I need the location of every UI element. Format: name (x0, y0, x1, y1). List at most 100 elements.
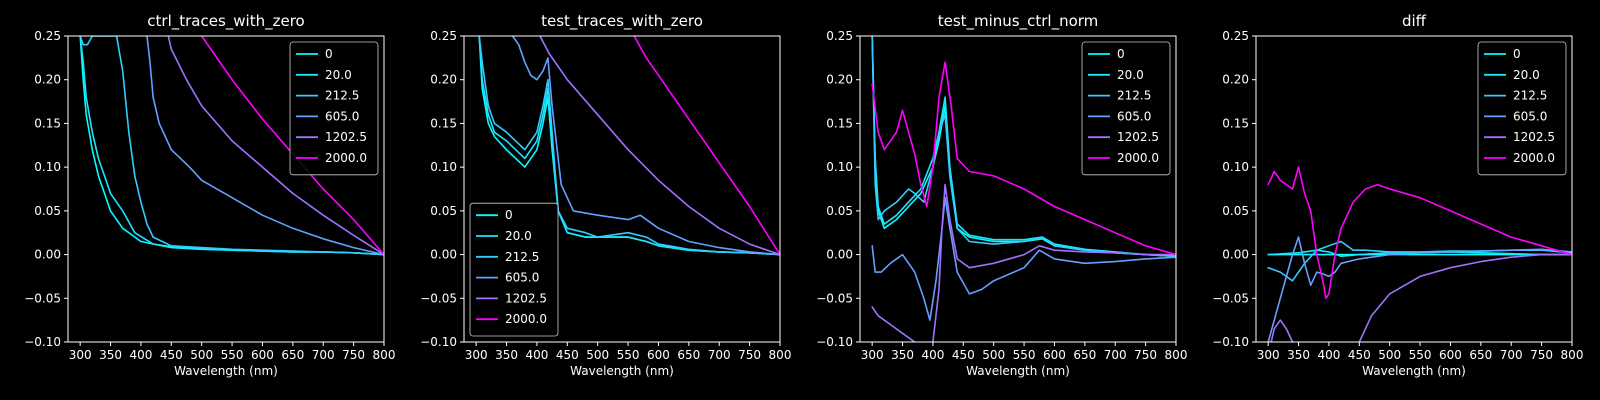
y-tick-label: 0.10 (1222, 160, 1249, 174)
x-tick-label: 450 (952, 348, 975, 362)
x-tick-label: 600 (251, 348, 274, 362)
x-tick-label: 450 (160, 348, 183, 362)
plot-area (79, 36, 384, 256)
legend-label: 605.0 (325, 109, 359, 123)
y-tick-label: −0.05 (420, 291, 457, 305)
legend-label: 0 (505, 208, 513, 222)
y-tick-label: 0.15 (430, 116, 457, 130)
x-axis-label: Wavelength (nm) (966, 364, 1070, 378)
y-tick-label: 0.25 (1222, 29, 1249, 43)
y-tick-label: 0.00 (826, 248, 853, 262)
y-tick-label: −0.10 (420, 335, 457, 349)
legend-label: 605.0 (505, 271, 539, 285)
y-tick-label: 0.20 (1222, 73, 1249, 87)
x-tick-label: 400 (1317, 348, 1340, 362)
x-tick-label: 550 (1013, 348, 1036, 362)
x-tick-label: 550 (221, 348, 244, 362)
axes-frame (67, 35, 385, 343)
legend-label: 1202.5 (1117, 130, 1159, 144)
x-tick-label: 350 (891, 348, 914, 362)
y-tick-label: 0.00 (1222, 248, 1249, 262)
x-tick-label: 350 (1287, 348, 1310, 362)
x-tick-label: 650 (1073, 348, 1096, 362)
legend-label: 0 (325, 47, 333, 61)
x-tick-label: 600 (1439, 348, 1462, 362)
y-tick-label: −0.05 (24, 291, 61, 305)
chart-panel-1: ctrl_traces_with_zero 300 350 400 450 500 550 6… (24, 12, 395, 378)
series-line-212.5 (871, 36, 1176, 258)
x-tick-label: 700 (1500, 348, 1523, 362)
legend-label: 2000.0 (1117, 151, 1159, 165)
y-tick-label: 0.00 (34, 248, 61, 262)
y-tick-label: −0.05 (816, 291, 853, 305)
y-tick-label: 0.25 (34, 29, 61, 43)
plot-area (871, 36, 1176, 342)
plot-area (1267, 166, 1572, 342)
chart-title: ctrl_traces_with_zero (147, 12, 304, 31)
chart-panel-2: test_traces_with_zero 300 350 400 450 500 550 6… (420, 12, 791, 378)
series-line-2000.0 (200, 36, 384, 256)
series-line-2000.0 (633, 36, 780, 256)
series-line-1202.5 (167, 36, 384, 256)
x-tick-label: 400 (525, 348, 548, 362)
x-tick-label: 750 (342, 348, 365, 362)
x-tick-label: 650 (677, 348, 700, 362)
y-tick-label: 0.25 (430, 29, 457, 43)
series-line-605.0 (511, 36, 780, 256)
y-tick-label: 0.20 (826, 73, 853, 87)
x-tick-label: 300 (1257, 348, 1280, 362)
y-tick-label: 0.20 (34, 73, 61, 87)
y-tick-label: 0.05 (34, 204, 61, 218)
x-tick-label: 350 (99, 348, 122, 362)
y-tick-label: 0.15 (34, 116, 61, 130)
axes-frame (859, 35, 1177, 343)
legend-label: 20.0 (505, 229, 532, 243)
x-tick-label: 450 (1348, 348, 1371, 362)
x-tick-label: 750 (1134, 348, 1157, 362)
series-line-1202.5 (1270, 253, 1572, 342)
axes-frame (463, 35, 781, 343)
series-line-2000.0 (871, 61, 1176, 256)
y-tick-label: 0.20 (430, 73, 457, 87)
y-tick-label: 0.00 (430, 248, 457, 262)
chart-title: diff (1402, 12, 1427, 30)
chart-panel-3: test_minus_ctrl_norm 300 350 400 450 500 550 60… (816, 12, 1187, 378)
y-tick-label: −0.10 (24, 335, 61, 349)
legend-label: 1202.5 (325, 130, 367, 144)
legend-label: 212.5 (1117, 89, 1151, 103)
y-tick-label: 0.05 (1222, 204, 1249, 218)
x-tick-label: 750 (1530, 348, 1553, 362)
x-tick-label: 500 (1378, 348, 1401, 362)
y-tick-label: 0.05 (826, 204, 853, 218)
x-tick-label: 300 (69, 348, 92, 362)
y-tick-label: −0.10 (816, 335, 853, 349)
y-tick-label: 0.10 (34, 160, 61, 174)
x-tick-label: 500 (586, 348, 609, 362)
series-line-212.5 (79, 36, 384, 256)
legend-label: 1202.5 (1513, 130, 1555, 144)
x-axis-label: Wavelength (nm) (1362, 364, 1466, 378)
y-tick-label: 0.05 (430, 204, 457, 218)
x-tick-label: 800 (1561, 348, 1584, 362)
y-tick-label: 0.15 (826, 116, 853, 130)
y-tick-label: 0.10 (430, 160, 457, 174)
x-tick-label: 300 (861, 348, 884, 362)
y-tick-label: −0.10 (1212, 335, 1249, 349)
legend-label: 20.0 (325, 68, 352, 82)
series-line-1202.5 (539, 36, 780, 256)
legend: 0 20.0 212.5 605.0 1202.5 2000.0 (1081, 41, 1171, 176)
x-tick-label: 400 (921, 348, 944, 362)
x-tick-label: 600 (647, 348, 670, 362)
chart-title: test_traces_with_zero (541, 12, 703, 31)
x-tick-label: 800 (373, 348, 396, 362)
x-tick-label: 800 (1165, 348, 1188, 362)
legend-label: 212.5 (505, 250, 539, 264)
legend-label: 2000.0 (325, 151, 367, 165)
legend: 0 20.0 212.5 605.0 1202.5 2000.0 (1477, 41, 1567, 176)
y-tick-label: 0.10 (826, 160, 853, 174)
x-axis-label: Wavelength (nm) (174, 364, 278, 378)
x-tick-label: 500 (982, 348, 1005, 362)
x-tick-label: 550 (1409, 348, 1432, 362)
